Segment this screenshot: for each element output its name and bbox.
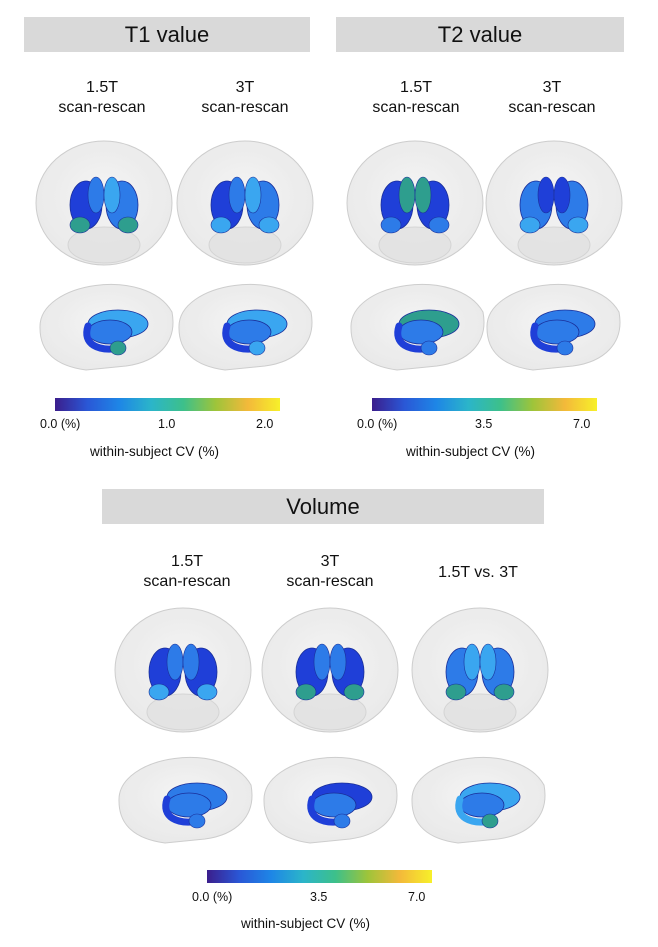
- t2-colorbar-label: within-subject CV (%): [406, 444, 536, 459]
- volume-section-banner: Volume: [102, 489, 544, 524]
- t1-15t-coronal-outline: [35, 140, 173, 266]
- t1-colorbar: [55, 398, 280, 411]
- t2-tick-0: 0.0 (%): [357, 417, 398, 431]
- t2-col-1-label: 1.5T scan-rescan: [372, 79, 460, 116]
- t1-tick-0: 0.0 (%): [40, 417, 81, 431]
- t2-15t-coronal-outline: [346, 140, 484, 266]
- t1-section-title: T1 value: [124, 21, 210, 47]
- t2-col-2-label: 3T scan-rescan: [508, 79, 596, 116]
- vol-15t3t-coronal-outline: [411, 607, 549, 733]
- volume-section-title: Volume: [286, 493, 360, 519]
- t1-col-1-label: 1.5T scan-rescan: [58, 79, 146, 116]
- t2-tick-1: 3.5: [475, 417, 493, 431]
- t2-section-title: T2 value: [437, 21, 523, 47]
- t2-3t-coronal-outline: [485, 140, 623, 266]
- volume-colorbar: [207, 870, 432, 883]
- t1-colorbar-label: within-subject CV (%): [90, 444, 220, 459]
- t1-tick-1: 1.0: [158, 417, 176, 431]
- t1-tick-2: 2.0: [256, 417, 274, 431]
- volume-col-1-label: 1.5T scan-rescan: [143, 553, 231, 590]
- t2-colorbar: [372, 398, 597, 411]
- vol-15t-coronal-outline: [114, 607, 252, 733]
- t1-section-banner: T1 value: [24, 17, 310, 52]
- t2-section-banner: T2 value: [336, 17, 624, 52]
- t1-3t-coronal-outline: [176, 140, 314, 266]
- volume-tick-1: 3.5: [310, 890, 328, 904]
- volume-tick-0: 0.0 (%): [192, 890, 233, 904]
- volume-colorbar-label: within-subject CV (%): [241, 916, 371, 931]
- vol-3t-coronal-outline: [261, 607, 399, 733]
- volume-col-2-label: 3T scan-rescan: [286, 553, 374, 590]
- t1-col-2-label: 3T scan-rescan: [201, 79, 289, 116]
- volume-col-3-label: 1.5T vs. 3T: [438, 564, 518, 581]
- t2-tick-2: 7.0: [573, 417, 591, 431]
- volume-tick-2: 7.0: [408, 890, 426, 904]
